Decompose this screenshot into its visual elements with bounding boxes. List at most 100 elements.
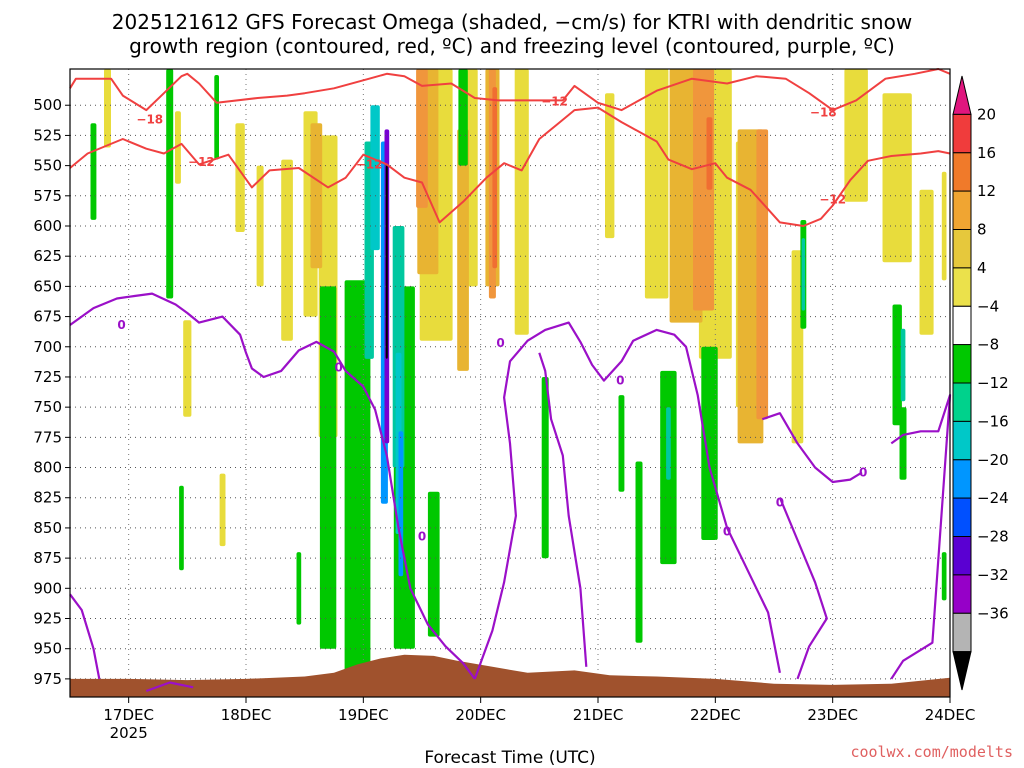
y-tick-label: 625: [33, 247, 62, 265]
colorbar-label: −4: [977, 297, 999, 315]
omega-shade-green: [319, 286, 337, 649]
contour-label: 0: [859, 465, 867, 479]
plot-frame: [69, 68, 951, 698]
x-tick-label: 23DEC: [807, 706, 858, 724]
colorbar-label: 20: [977, 105, 996, 123]
omega-shade-green: [214, 75, 219, 160]
colorbar-cap-top: [952, 75, 972, 115]
y-tick-label: 650: [33, 277, 62, 295]
omega-shade-yellow: [605, 93, 615, 239]
y-tick-label: 950: [33, 640, 62, 658]
x-axis-label: Forecast Time (UTC): [424, 748, 595, 768]
omega-shade-yellow: [919, 189, 934, 335]
y-tick-label: 700: [33, 338, 62, 356]
omega-shade-teal: [801, 238, 806, 311]
omega-shade-green: [344, 280, 371, 679]
colorbar-label: 8: [977, 221, 987, 239]
y-tick-label: 975: [33, 670, 62, 688]
chart-title-line1: 2025121612 GFS Forecast Omega (shaded, −…: [112, 10, 912, 34]
colorbar-label: −32: [977, 566, 1009, 584]
omega-shade-green: [899, 407, 907, 480]
colorbar-swatch: [952, 612, 972, 653]
freezing-level-contour: [761, 412, 863, 484]
contour-lines: [69, 68, 952, 693]
omega-shade-red_orange: [492, 87, 498, 269]
plot-area: [90, 69, 947, 679]
colorbar-label: −28: [977, 528, 1009, 546]
omega-shade-green: [892, 304, 902, 426]
y-tick-label: 875: [33, 549, 62, 567]
y-tick-label: 550: [33, 157, 62, 175]
omega-shade-green: [458, 69, 468, 166]
omega-shade-orange: [756, 129, 769, 420]
contour-label: −18: [136, 113, 163, 127]
y-tick-label: 500: [33, 96, 62, 114]
colorbar-label: −8: [977, 336, 999, 354]
y-tick-label: 600: [33, 217, 62, 235]
contour-label: −12: [188, 155, 215, 169]
colorbar: 20 16 12 8 4 −4 −8 −12 −16 −20 −24 −28 −32 −36: [952, 75, 1009, 691]
contour-label: −12: [541, 95, 568, 109]
x-tick-year: 2025: [110, 724, 148, 742]
y-tick-label: 725: [33, 368, 62, 386]
colorbar-cap-bottom: [952, 651, 972, 691]
omega-shade-yellow: [235, 123, 245, 232]
terrain-fill: [70, 654, 950, 697]
x-tick-label: 17DEC: [103, 706, 154, 724]
terrain-area: [70, 654, 950, 697]
omega-shade-yellow: [104, 69, 111, 148]
colorbar-label: −12: [977, 374, 1009, 392]
colorbar-swatch: [952, 113, 972, 154]
x-tick-label: 21DEC: [573, 706, 624, 724]
omega-shade-green: [179, 485, 184, 571]
freezing-level-contour: [69, 292, 476, 680]
omega-shade-green: [166, 69, 174, 299]
y-tick-label: 775: [33, 428, 62, 446]
dgz-contour-minus12: [69, 106, 951, 227]
contour-label: 0: [335, 360, 343, 374]
contour-label: 0: [496, 336, 504, 350]
omega-shade-orange: [416, 69, 428, 208]
x-tick-label: 24DEC: [925, 706, 976, 724]
omega-shade-yellow: [175, 111, 181, 184]
contour-label: 0: [616, 374, 624, 388]
x-tick-label: 18DEC: [221, 706, 272, 724]
freezing-level-contour: [69, 593, 101, 680]
omega-shade-green: [635, 461, 643, 643]
freezing-level-contour: [778, 497, 828, 680]
x-tick-label: 19DEC: [338, 706, 389, 724]
omega-shade-gold: [310, 123, 323, 269]
y-tick-label: 575: [33, 187, 62, 205]
x-tick-label: 22DEC: [690, 706, 741, 724]
y-tick-label: 900: [33, 579, 62, 597]
freezing-level-contour: [890, 394, 952, 680]
y-tick-label: 800: [33, 459, 62, 477]
colorbar-swatch: [952, 420, 972, 461]
colorbar-label: −24: [977, 489, 1009, 507]
colorbar-swatch: [952, 382, 972, 422]
colorbar-swatch: [952, 536, 972, 576]
y-tick-label: 525: [33, 126, 62, 144]
omega-shade-cyan: [370, 105, 380, 251]
colorbar-swatch: [952, 305, 972, 346]
omega-shade-green: [90, 123, 97, 220]
contour-label: 0: [117, 318, 125, 332]
omega-shade-yellow: [281, 159, 293, 341]
y-tick-label: 750: [33, 398, 62, 416]
contour-label: 0: [418, 529, 426, 543]
freezing-level-contour: [145, 681, 194, 693]
omega-shade-black: [385, 165, 388, 359]
y-tick-label: 850: [33, 519, 62, 537]
omega-shade-red_orange: [706, 117, 713, 190]
omega-shade-green: [618, 395, 625, 492]
omega-shade-green: [427, 491, 440, 637]
dgz-contour-minus18: [69, 68, 951, 112]
omega-shade-yellow: [183, 320, 192, 417]
omega-shade-yellow: [644, 69, 669, 299]
colorbar-swatch: [952, 152, 972, 192]
omega-shade-teal: [666, 407, 671, 480]
colorbar-swatch: [952, 190, 972, 231]
freezing-level-contour: [538, 352, 588, 667]
